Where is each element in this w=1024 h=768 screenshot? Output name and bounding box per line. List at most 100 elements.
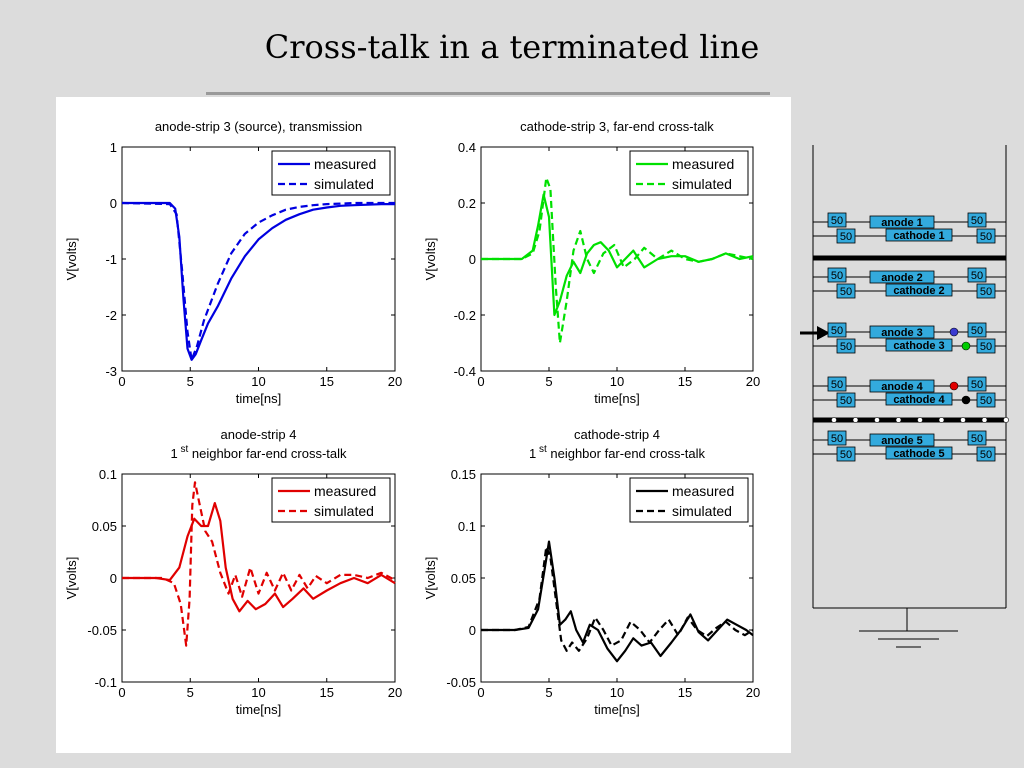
resistor-box	[976, 446, 996, 462]
plane-hole	[917, 417, 923, 423]
resistor-box	[976, 283, 996, 299]
x-tick-label: 15	[678, 685, 692, 700]
resistor-box	[976, 228, 996, 244]
resistor-label: 50	[971, 433, 983, 445]
series-line-simulated	[481, 545, 754, 652]
legend-box	[271, 150, 391, 196]
resistor-label: 50	[980, 286, 992, 298]
x-axis-label: time[ns]	[236, 702, 282, 717]
cathode-label: cathode 1	[893, 230, 944, 242]
anode-box	[869, 325, 935, 339]
title-part: 1	[170, 446, 177, 461]
x-tick-label: 0	[477, 685, 484, 700]
y-tick-label: -1	[105, 252, 117, 267]
chart-title: anode-strip 4	[221, 427, 297, 442]
anode-label: anode 4	[881, 381, 923, 393]
resistor-box	[827, 430, 847, 446]
x-tick-label: 5	[545, 374, 552, 389]
y-tick-label: 0.05	[92, 519, 117, 534]
title-part: 1	[529, 446, 536, 461]
legend-label: simulated	[314, 176, 374, 192]
y-tick-label: 0	[469, 252, 476, 267]
plane-hole	[852, 417, 859, 423]
anode-label: anode 1	[881, 217, 923, 229]
plane-hole	[938, 417, 945, 423]
resistor-box	[836, 283, 856, 299]
y-tick-label: -2	[105, 308, 117, 323]
anode-box	[869, 433, 935, 447]
anode-box	[869, 215, 935, 229]
legend-label: measured	[314, 483, 376, 499]
title-part: neighbor far-end cross-talk	[188, 446, 347, 461]
figure-panel: anode-strip 3 (source), transmission 0 5 10…	[56, 97, 791, 753]
y-tick-label: 0.1	[99, 467, 117, 482]
cathode-label: cathode 3	[893, 340, 944, 352]
resistor-box	[827, 267, 847, 283]
x-tick-label: 20	[746, 685, 760, 700]
resistor-label: 50	[840, 341, 852, 353]
x-tick-label: 10	[610, 685, 624, 700]
x-tick-label: 15	[678, 374, 692, 389]
y-tick-label: 0.4	[458, 140, 476, 155]
resistor-label: 50	[980, 395, 992, 407]
y-tick-label: 0.15	[451, 467, 476, 482]
arrow-icon	[817, 326, 830, 340]
probe-point	[961, 395, 971, 405]
x-axis-label: time[ns]	[594, 702, 640, 717]
title-superscript: st	[178, 444, 189, 455]
chart-title: anode-strip 3 (source), transmission	[155, 119, 362, 134]
resistor-box	[836, 392, 856, 408]
legend-label: measured	[672, 483, 734, 499]
cathode-box	[885, 228, 953, 242]
legend-label: simulated	[672, 503, 732, 519]
slide-title: Cross-talk in a terminated line	[264, 28, 760, 66]
cathode-box	[885, 446, 953, 460]
chart-title: cathode-strip 3, far-end cross-talk	[520, 119, 714, 134]
probe-point	[949, 381, 959, 391]
resistor-label: 50	[831, 433, 843, 445]
x-tick-label: 10	[251, 374, 265, 389]
resistor-box	[967, 267, 987, 283]
x-tick-label: 15	[320, 374, 334, 389]
chart-3: anode-strip 4 1 st neighbor far-end cross…	[64, 427, 402, 717]
chart-4: cathode-strip 4 1 st neighbor far-end cro…	[423, 427, 760, 717]
resistor-label: 50	[971, 270, 983, 282]
resistor-label: 50	[971, 379, 983, 391]
title-superscript: st	[536, 444, 547, 455]
y-tick-label: -0.05	[87, 623, 117, 638]
x-tick-label: 5	[187, 374, 194, 389]
probe-point	[949, 327, 959, 337]
resistor-label: 50	[840, 286, 852, 298]
y-tick-label: -0.1	[95, 675, 117, 690]
resistor-label: 50	[980, 449, 992, 461]
resistor-label: 50	[840, 449, 852, 461]
x-tick-label: 0	[477, 374, 484, 389]
x-tick-label: 20	[746, 374, 760, 389]
y-tick-label: -3	[105, 364, 117, 379]
x-tick-label: 10	[251, 685, 265, 700]
resistor-box	[827, 322, 847, 338]
x-tick-label: 20	[388, 374, 402, 389]
resistor-box	[976, 338, 996, 354]
anode-label: anode 2	[881, 272, 923, 284]
cathode-box	[885, 392, 953, 406]
plane-hole	[960, 417, 966, 423]
plane-hole	[981, 417, 988, 423]
legend-box	[629, 150, 749, 196]
title-divider	[206, 92, 770, 95]
series-line-simulated	[121, 201, 395, 361]
resistor-box	[967, 212, 987, 228]
anode-box	[869, 270, 935, 284]
y-tick-label: 0.2	[458, 196, 476, 211]
resistor-box	[967, 430, 987, 446]
y-tick-label: 1	[110, 140, 117, 155]
y-tick-label: -0.05	[446, 675, 476, 690]
cathode-label: cathode 4	[893, 394, 945, 406]
